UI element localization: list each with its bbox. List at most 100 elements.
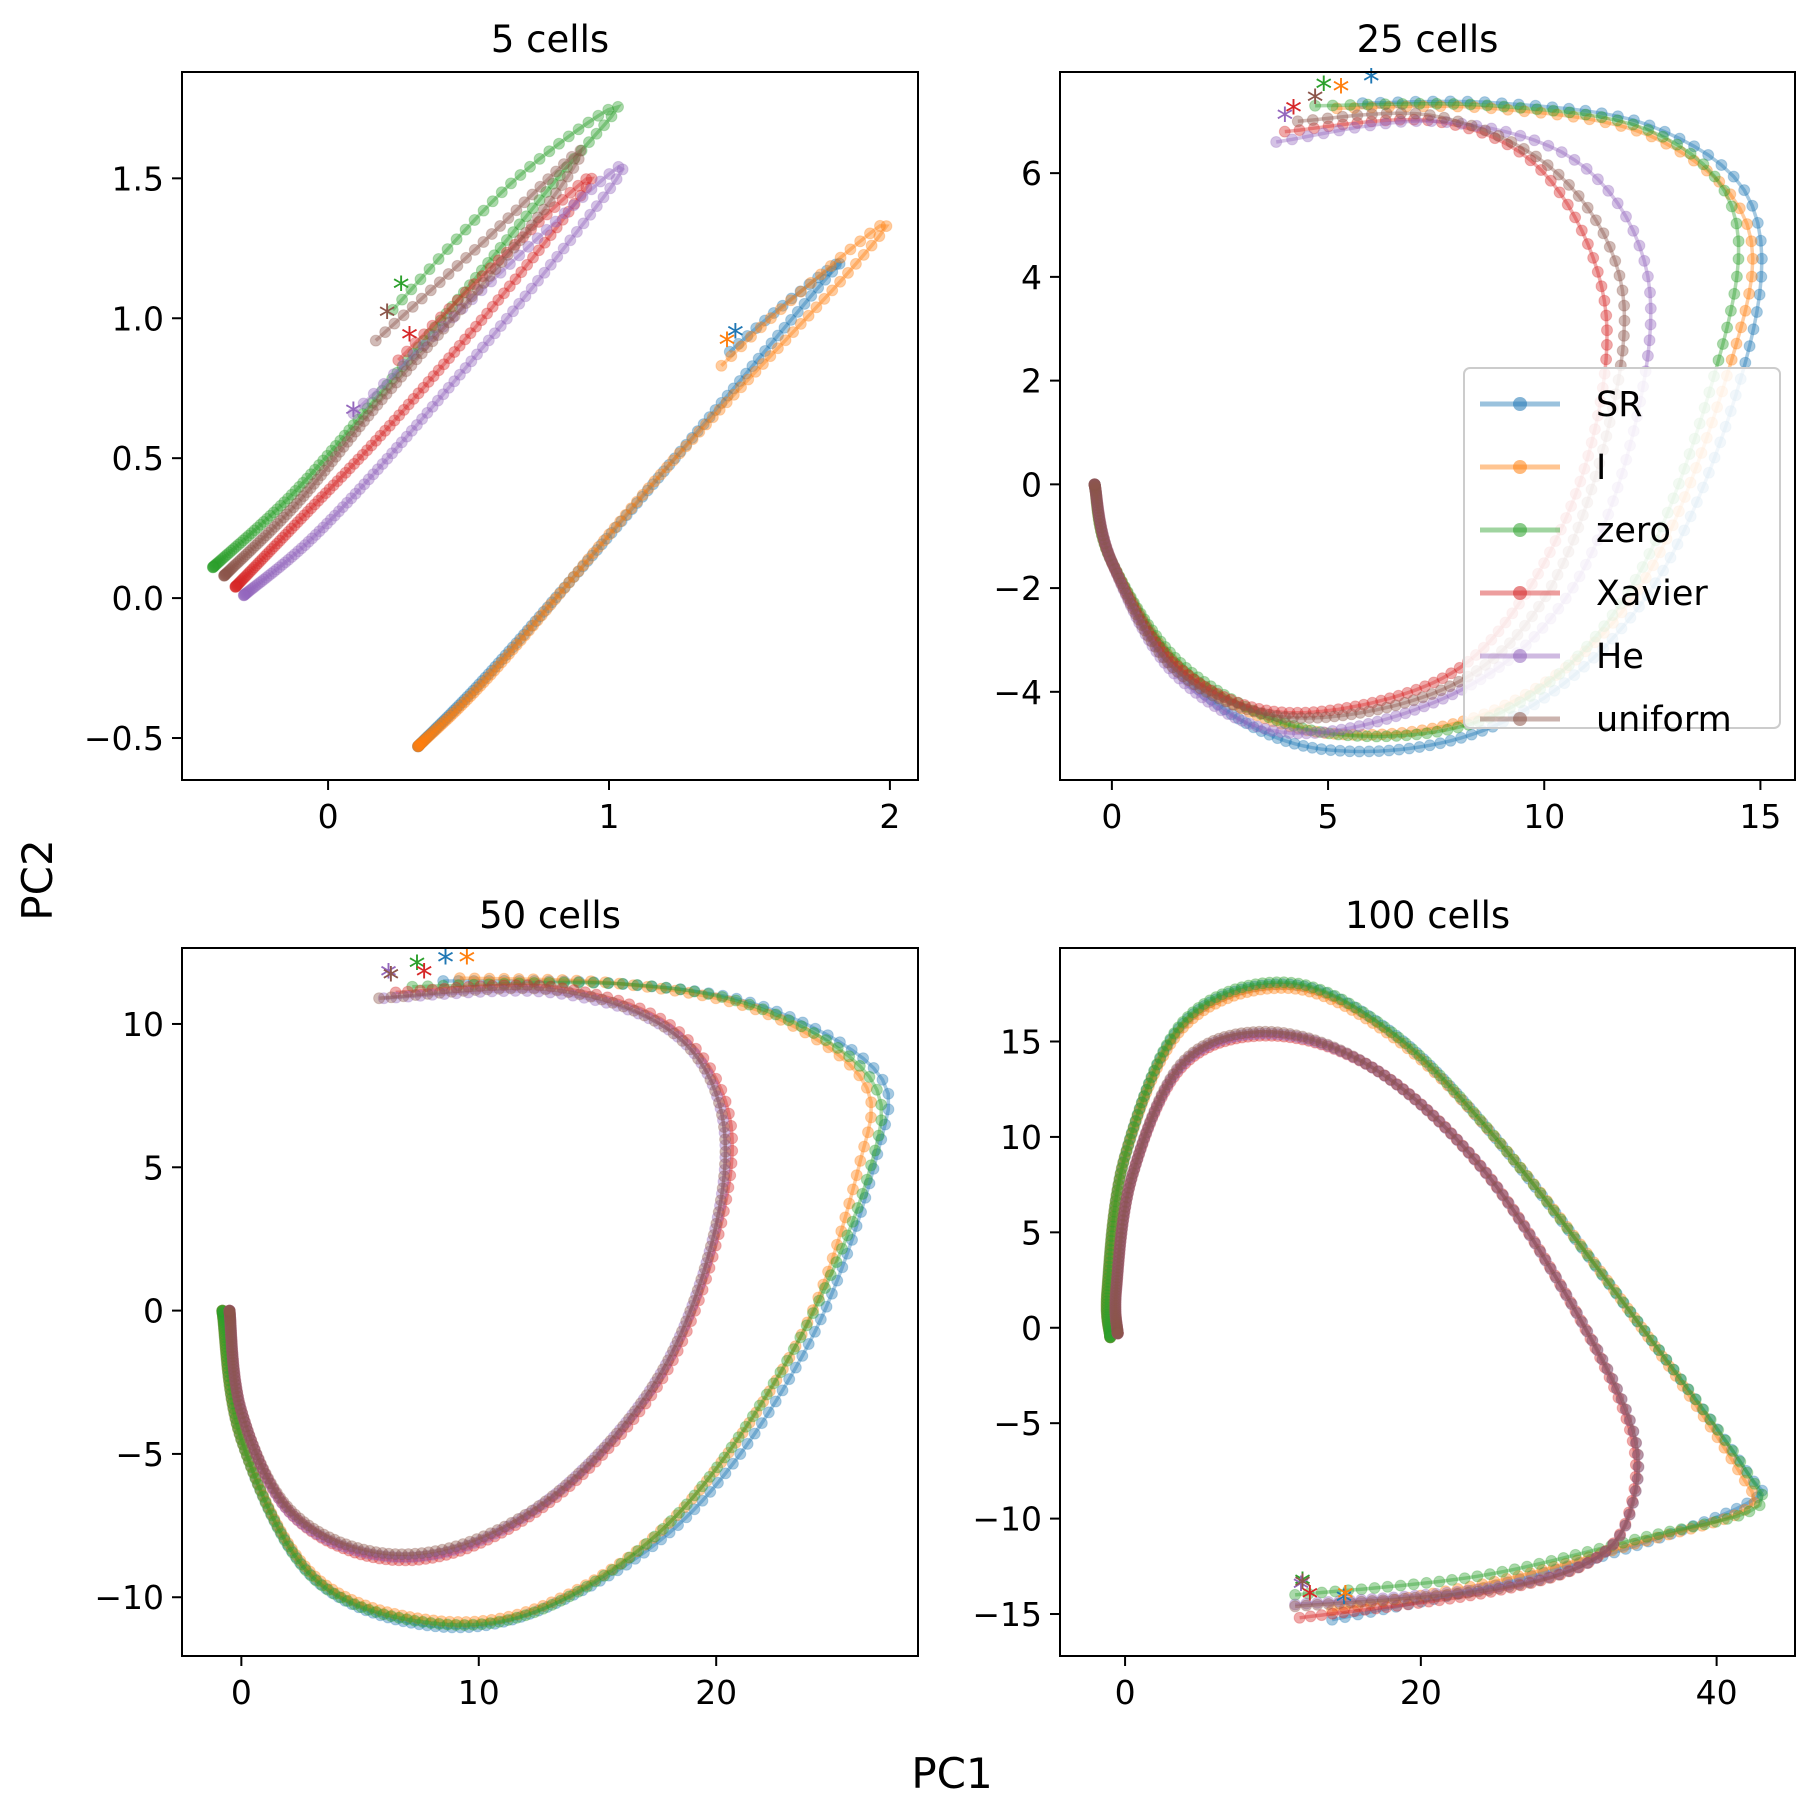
series-point-xavier xyxy=(373,1552,386,1565)
series-point-i xyxy=(1275,717,1288,730)
series-point-uniform xyxy=(433,986,446,999)
series-point-zero xyxy=(254,518,267,531)
series-point-zero xyxy=(1595,111,1608,124)
series-point-sr xyxy=(1100,542,1113,555)
series-point-sr xyxy=(413,1618,426,1631)
axes-frame xyxy=(181,947,919,1657)
series-point-zero xyxy=(457,286,470,299)
series-point-zero xyxy=(370,1606,383,1618)
series-point-i xyxy=(1451,1583,1464,1595)
series-point-sr xyxy=(1182,1012,1195,1025)
series-point-xavier xyxy=(645,1389,658,1402)
series-point-zero xyxy=(467,978,480,991)
series-point-uniform xyxy=(294,493,307,506)
series-point-uniform xyxy=(1572,190,1585,202)
series-point-xavier xyxy=(259,1468,272,1480)
series-point-sr xyxy=(303,1568,316,1580)
series-point-xavier xyxy=(1501,138,1514,151)
series-point-uniform xyxy=(519,1508,532,1521)
series-point-zero xyxy=(1218,688,1231,701)
series-point-i xyxy=(1089,483,1102,496)
series-point-sr xyxy=(1170,662,1183,675)
series-point-uniform xyxy=(415,347,428,360)
series-point-uniform xyxy=(1517,142,1530,155)
series-point-uniform xyxy=(362,409,375,422)
series-point-xavier xyxy=(1245,701,1258,714)
series-point-he xyxy=(1097,532,1110,545)
series-point-xavier xyxy=(1089,480,1101,493)
series-point-sr xyxy=(467,684,480,697)
series-point-sr xyxy=(1522,1172,1535,1185)
series-point-sr xyxy=(1617,1297,1630,1309)
series-point-zero xyxy=(405,283,418,296)
series-point-sr xyxy=(1619,1542,1632,1555)
series-point-zero xyxy=(225,544,238,557)
series-point-he xyxy=(584,208,597,221)
series-point-xavier xyxy=(1090,491,1103,504)
series-point-zero xyxy=(1361,98,1374,111)
series-point-he xyxy=(1455,117,1468,130)
series-point-i xyxy=(1614,1292,1627,1305)
series-point-zero xyxy=(1697,1403,1710,1416)
series-point-i xyxy=(218,1320,230,1333)
series-point-zero xyxy=(1191,671,1204,684)
series-point-uniform xyxy=(1138,624,1151,637)
series-point-sr xyxy=(450,701,463,714)
series-point-sr xyxy=(1483,1124,1496,1137)
series-point-i xyxy=(412,740,424,753)
series-point-he xyxy=(714,1199,726,1212)
series-point-he xyxy=(521,985,534,997)
series-point-sr xyxy=(218,1321,230,1333)
series-point-zero xyxy=(1089,487,1102,500)
series-point-i xyxy=(1732,1463,1744,1476)
series-point-sr xyxy=(1703,1413,1716,1426)
series-point-he xyxy=(426,400,439,413)
series-point-sr xyxy=(1608,1546,1621,1559)
series-point-i xyxy=(1655,1350,1668,1363)
series-point-xavier xyxy=(666,1354,679,1367)
series-point-xavier xyxy=(300,1521,313,1534)
series-point-he xyxy=(332,505,345,518)
series-point-sr xyxy=(796,1349,809,1362)
series-point-uniform xyxy=(1090,487,1103,500)
series-point-zero xyxy=(1483,1568,1496,1581)
series-point-xavier xyxy=(223,1307,236,1320)
series-point-uniform xyxy=(579,1461,592,1474)
series-point-uniform xyxy=(1096,529,1109,542)
series-point-uniform xyxy=(227,1356,240,1369)
series-point-uniform xyxy=(1100,541,1113,554)
series-point-he xyxy=(616,163,629,176)
series-point-sr xyxy=(1101,1283,1114,1296)
y-tick-label: 2 xyxy=(1021,362,1042,401)
series-point-uniform xyxy=(308,477,320,490)
series-point-sr xyxy=(432,719,445,732)
series-point-sr xyxy=(1746,199,1759,212)
series-point-i xyxy=(216,1305,229,1318)
series-point-sr xyxy=(855,1206,867,1218)
series-point-sr xyxy=(620,509,633,522)
series-point-he xyxy=(225,1330,238,1343)
series-point-i xyxy=(503,647,516,660)
series-point-sr xyxy=(1463,1101,1476,1114)
series-point-zero xyxy=(1712,1424,1725,1436)
series-point-zero xyxy=(1741,1466,1754,1479)
series-point-he xyxy=(367,468,380,481)
series-point-xavier xyxy=(231,1386,244,1399)
series-point-uniform xyxy=(385,991,398,1004)
series-point-he xyxy=(1091,500,1104,513)
series-point-he xyxy=(1410,115,1423,128)
series-point-xavier xyxy=(1393,113,1406,126)
series-point-he xyxy=(576,191,589,204)
series-point-i xyxy=(460,1616,473,1628)
series-point-he xyxy=(230,1382,243,1395)
series-point-i xyxy=(545,1596,558,1609)
series-point-i xyxy=(1599,116,1612,129)
series-point-he xyxy=(482,334,495,347)
series-point-sr xyxy=(1131,1108,1144,1121)
series-point-i xyxy=(1129,602,1142,615)
series-point-xavier xyxy=(1119,584,1132,597)
series-point-zero xyxy=(831,1041,844,1054)
series-point-uniform xyxy=(227,560,240,573)
series-point-he xyxy=(256,1462,269,1475)
series-point-he xyxy=(227,1356,240,1369)
